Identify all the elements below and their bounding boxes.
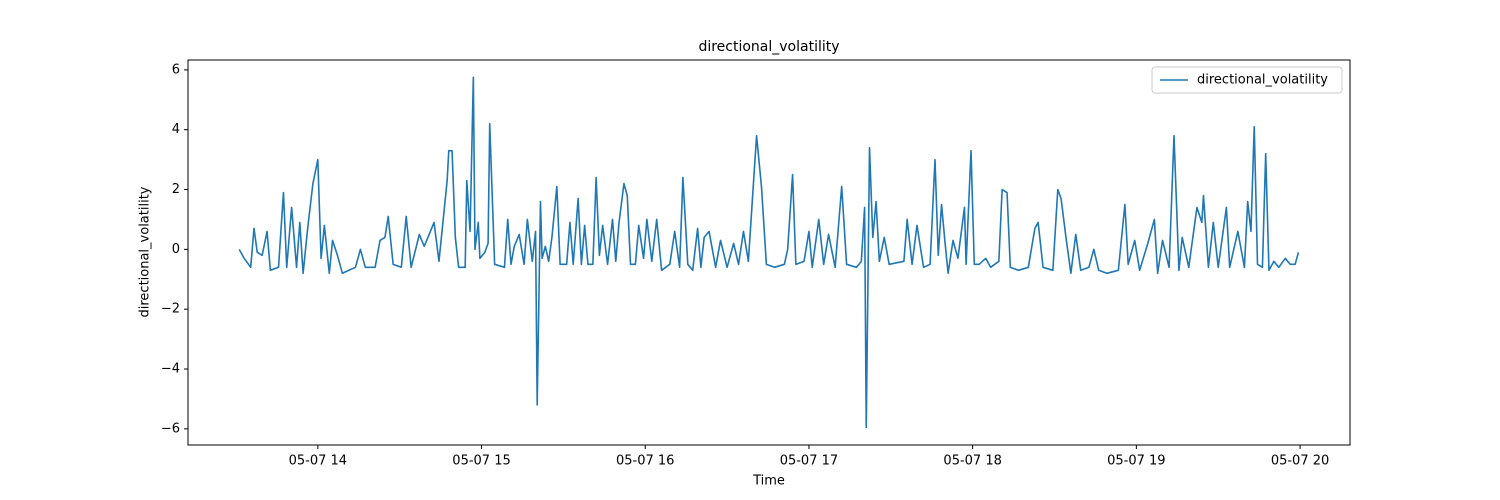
x-tick-label: 05-07 18 bbox=[943, 454, 1001, 469]
axes-frame bbox=[187, 59, 1351, 446]
y-tick-label: 4 bbox=[172, 122, 180, 137]
y-axis-label: directional_volatility bbox=[138, 186, 153, 317]
y-tick-label: 2 bbox=[172, 182, 180, 197]
chart-title: directional_volatility bbox=[698, 39, 839, 55]
y-tick-label: −4 bbox=[161, 362, 180, 377]
x-tick-label: 05-07 16 bbox=[616, 454, 674, 469]
y-tick-label: 6 bbox=[172, 62, 180, 77]
x-tick-label: 05-07 15 bbox=[452, 454, 510, 469]
y-tick-label: −6 bbox=[161, 421, 180, 436]
legend-box bbox=[1151, 66, 1343, 94]
data-line bbox=[238, 76, 1300, 429]
x-tick-label: 05-07 17 bbox=[780, 454, 838, 469]
y-tick-label: −2 bbox=[161, 302, 180, 317]
legend-label: directional_volatility bbox=[1197, 73, 1328, 88]
x-tick-label: 05-07 14 bbox=[289, 454, 347, 469]
x-axis-label: Time bbox=[752, 474, 785, 489]
x-tick-label: 05-07 19 bbox=[1107, 454, 1165, 469]
x-tick-label: 05-07 20 bbox=[1271, 454, 1329, 469]
y-tick-label: 0 bbox=[172, 242, 180, 257]
